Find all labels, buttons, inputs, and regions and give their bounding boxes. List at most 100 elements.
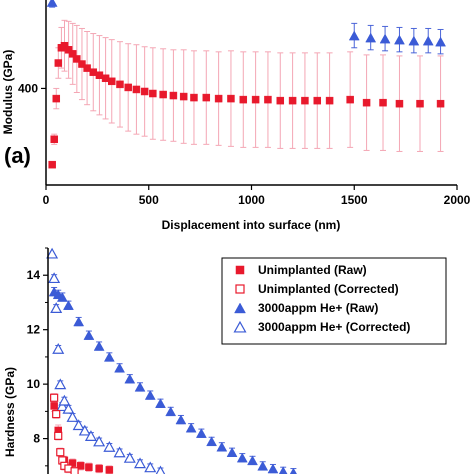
unimplanted_raw-point <box>159 90 167 99</box>
implanted_corrected-point <box>52 343 65 354</box>
legend-box <box>221 257 447 345</box>
unimplanted_raw-point <box>76 462 85 470</box>
unimplanted_raw-point <box>83 64 91 72</box>
unimplanted_raw-point <box>214 94 223 103</box>
legend-marker <box>235 284 245 294</box>
implanted_corrected-point <box>113 446 126 458</box>
implanted_corrected-point <box>46 247 59 259</box>
hardness-y-tick-label: 12 <box>27 323 41 337</box>
implanted_corrected-point <box>93 435 106 447</box>
unimplanted_corrected-point <box>56 448 65 457</box>
unimplanted_corrected-point <box>70 467 79 474</box>
hardness-markers <box>46 247 297 474</box>
unimplanted_raw-point <box>416 99 424 108</box>
unimplanted_raw-point <box>264 95 272 104</box>
legend-marker <box>235 265 245 275</box>
unimplanted_raw-point <box>227 94 235 103</box>
unimplanted_raw-point <box>169 91 178 100</box>
implanted_raw-point <box>408 35 420 46</box>
implanted_raw-point <box>379 33 391 44</box>
implanted_raw-point <box>348 30 360 41</box>
modulus-panel: 0 500 1000 1500 2000 400 Modulus (GPa) Displa… <box>1 0 471 232</box>
legend-marker <box>233 320 247 333</box>
unimplanted_raw-point <box>85 463 93 471</box>
implanted_raw-point <box>206 436 218 447</box>
implanted_raw-point <box>46 0 58 7</box>
legend-label: 3000appm He+ (Raw) <box>258 301 378 315</box>
unimplanted_raw-point <box>124 83 132 92</box>
unimplanted_raw-point <box>190 93 198 102</box>
unimplanted_raw-point <box>132 85 141 94</box>
unimplanted_raw-point <box>379 98 387 107</box>
implanted_raw-point <box>63 300 74 310</box>
modulus-x-tick-label: 1500 <box>341 193 368 207</box>
implanted_raw-point <box>236 452 248 463</box>
implanted_raw-point <box>289 467 297 474</box>
implanted_corrected-point <box>62 402 75 414</box>
unimplanted_raw-point <box>313 96 322 105</box>
unimplanted_raw-point <box>78 60 86 68</box>
implanted_raw-point <box>394 34 405 45</box>
unimplanted_raw-point <box>179 92 188 101</box>
unimplanted_raw-point <box>105 466 114 474</box>
modulus-x-axis-label: Displacement into surface (nm) <box>162 218 341 232</box>
legend-label: Unimplanted (Corrected) <box>258 282 399 296</box>
unimplanted_raw-point <box>301 96 309 105</box>
unimplanted_raw-point <box>68 50 77 58</box>
unimplanted_raw-point <box>436 99 445 108</box>
implanted_raw-point <box>83 330 95 340</box>
modulus-x-tick-label: 500 <box>139 193 159 207</box>
implanted_raw-point <box>257 460 269 471</box>
legend-item-unimplanted_raw: Unimplanted (Raw) <box>235 263 367 277</box>
implanted_corrected-point <box>58 394 71 406</box>
implanted_corrected-point <box>56 400 69 412</box>
panel-label-a: (a) <box>4 143 31 168</box>
implanted_corrected-point <box>144 461 157 473</box>
unimplanted_raw-point <box>346 95 354 104</box>
implanted_corrected-point <box>72 419 85 431</box>
implanted_corrected-point <box>48 272 61 284</box>
hardness-y-tick-label: 14 <box>27 268 41 282</box>
modulus-x-tick-label: 0 <box>43 193 50 207</box>
implanted_raw-point <box>155 398 166 408</box>
modulus-markers <box>46 0 446 169</box>
implanted_raw-point <box>278 466 288 474</box>
legend-label: Unimplanted (Raw) <box>258 263 367 277</box>
modulus-y-tick-label: 400 <box>18 81 38 95</box>
unimplanted_raw-point <box>276 96 285 105</box>
unimplanted_raw-point <box>239 95 248 104</box>
unimplanted_corrected-point <box>54 431 63 440</box>
unimplanted_raw-point <box>60 41 69 50</box>
hardness-ticks: 8 10 12 14 <box>27 247 48 467</box>
unimplanted_raw-point <box>251 95 260 104</box>
unimplanted_raw-point <box>54 59 63 67</box>
hardness-panel: 8 10 12 14 Hardness (GPa) Unimplanted (Raw)… <box>3 247 447 474</box>
unimplanted_raw-point <box>202 93 211 102</box>
legend-item-implanted_corrected: 3000appm He+ (Corrected) <box>233 320 410 334</box>
unimplanted_raw-point <box>64 46 73 54</box>
implanted_raw-point <box>226 447 238 457</box>
hardness-y-tick-label: 10 <box>27 377 41 391</box>
legend-item-unimplanted_corrected: Unimplanted (Corrected) <box>235 282 399 296</box>
implanted_corrected-point <box>78 424 91 436</box>
unimplanted_raw-point <box>362 98 371 107</box>
unimplanted_raw-point <box>95 464 103 473</box>
unimplanted_corrected-point <box>50 393 59 402</box>
implanted_raw-point <box>56 291 68 302</box>
implanted_corrected-point <box>84 430 97 441</box>
modulus-x-tick-label: 1000 <box>238 193 265 207</box>
unimplanted_raw-point <box>395 99 404 108</box>
implanted_raw-point <box>267 463 279 474</box>
implanted_corrected-point <box>123 451 136 463</box>
unimplanted_corrected-point <box>52 409 61 419</box>
implanted_raw-point <box>124 373 136 384</box>
implanted_raw-point <box>103 351 115 362</box>
hardness-legend: Unimplanted (Raw) Unimplanted (Corrected)… <box>221 257 447 345</box>
modulus-x-tick-label: 2000 <box>444 193 471 207</box>
unimplanted_raw-point <box>73 55 81 63</box>
implanted_raw-point <box>114 362 125 373</box>
unimplanted_raw-point <box>116 80 124 89</box>
implanted_corrected-point <box>155 465 166 474</box>
implanted_corrected-point <box>66 411 79 422</box>
